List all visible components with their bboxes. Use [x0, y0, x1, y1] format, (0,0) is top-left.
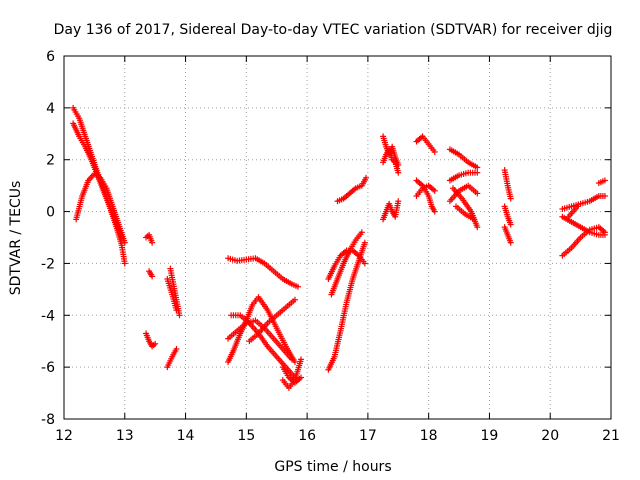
y-axis-label: SDTVAR / TECUs	[8, 181, 24, 296]
series-arc-30	[449, 185, 481, 231]
series-arc-27	[446, 146, 481, 171]
series-arc-4	[143, 231, 156, 246]
series-arc-12	[225, 294, 298, 365]
series-arc-8	[164, 275, 180, 314]
series-arc-14	[246, 296, 298, 345]
series-arc-20	[334, 174, 370, 205]
y-tick-label: -6	[41, 360, 55, 376]
x-tick-label: 15	[237, 428, 255, 444]
series-arc-33	[501, 224, 514, 246]
series-arc-5	[146, 268, 156, 280]
series-arc-24	[413, 133, 438, 155]
y-tick-label: -4	[41, 308, 55, 324]
x-tick-label: 17	[359, 428, 377, 444]
y-tick-label: 4	[46, 101, 55, 117]
series-arc-16	[279, 364, 305, 386]
series-arc-6	[143, 330, 159, 350]
series-arc-23	[380, 146, 402, 176]
chart-title: Day 136 of 2017, Sidereal Day-to-day VTE…	[54, 22, 613, 38]
x-tick-label: 18	[420, 428, 438, 444]
data-marks	[70, 104, 608, 391]
y-tick-label: -2	[41, 256, 55, 272]
x-tick-label: 12	[55, 428, 73, 444]
series-arc-31	[453, 203, 478, 223]
x-tick-label: 19	[481, 428, 499, 444]
series-arc-26	[413, 182, 438, 200]
y-tick-label: 0	[46, 205, 55, 221]
series-arc-17	[325, 239, 368, 373]
series-arc-9	[164, 345, 180, 371]
series-arc-32	[501, 167, 514, 202]
series-arc-28	[446, 169, 481, 184]
series-arc-3	[73, 170, 128, 246]
series-arc-21	[380, 198, 402, 223]
y-tick-label: -8	[41, 412, 55, 428]
grid	[64, 56, 611, 419]
x-tick-label: 21	[602, 428, 620, 444]
x-axis-label: GPS time / hours	[274, 459, 391, 475]
series-arc-34	[501, 203, 514, 228]
x-tick-label: 13	[116, 428, 134, 444]
series-arc-29	[446, 182, 481, 205]
y-tick-label: 2	[46, 153, 55, 169]
series-arc-19	[328, 229, 365, 298]
axis-ticks: 12 13 14 15 16 17 18 19 20 21 -8 -6 -4 -2 0 2 4 6	[41, 49, 620, 444]
series-arc-39	[595, 177, 608, 187]
series-arc-7	[167, 265, 183, 319]
x-tick-label: 16	[298, 428, 316, 444]
y-tick-label: 6	[46, 49, 55, 65]
series-arc-15	[279, 356, 305, 391]
series-arc-38	[565, 203, 581, 220]
series-arc-10	[225, 255, 301, 290]
x-tick-label: 14	[177, 428, 195, 444]
series-arc-36	[559, 213, 608, 238]
plot-frame	[63, 55, 612, 420]
x-tick-label: 20	[541, 428, 559, 444]
